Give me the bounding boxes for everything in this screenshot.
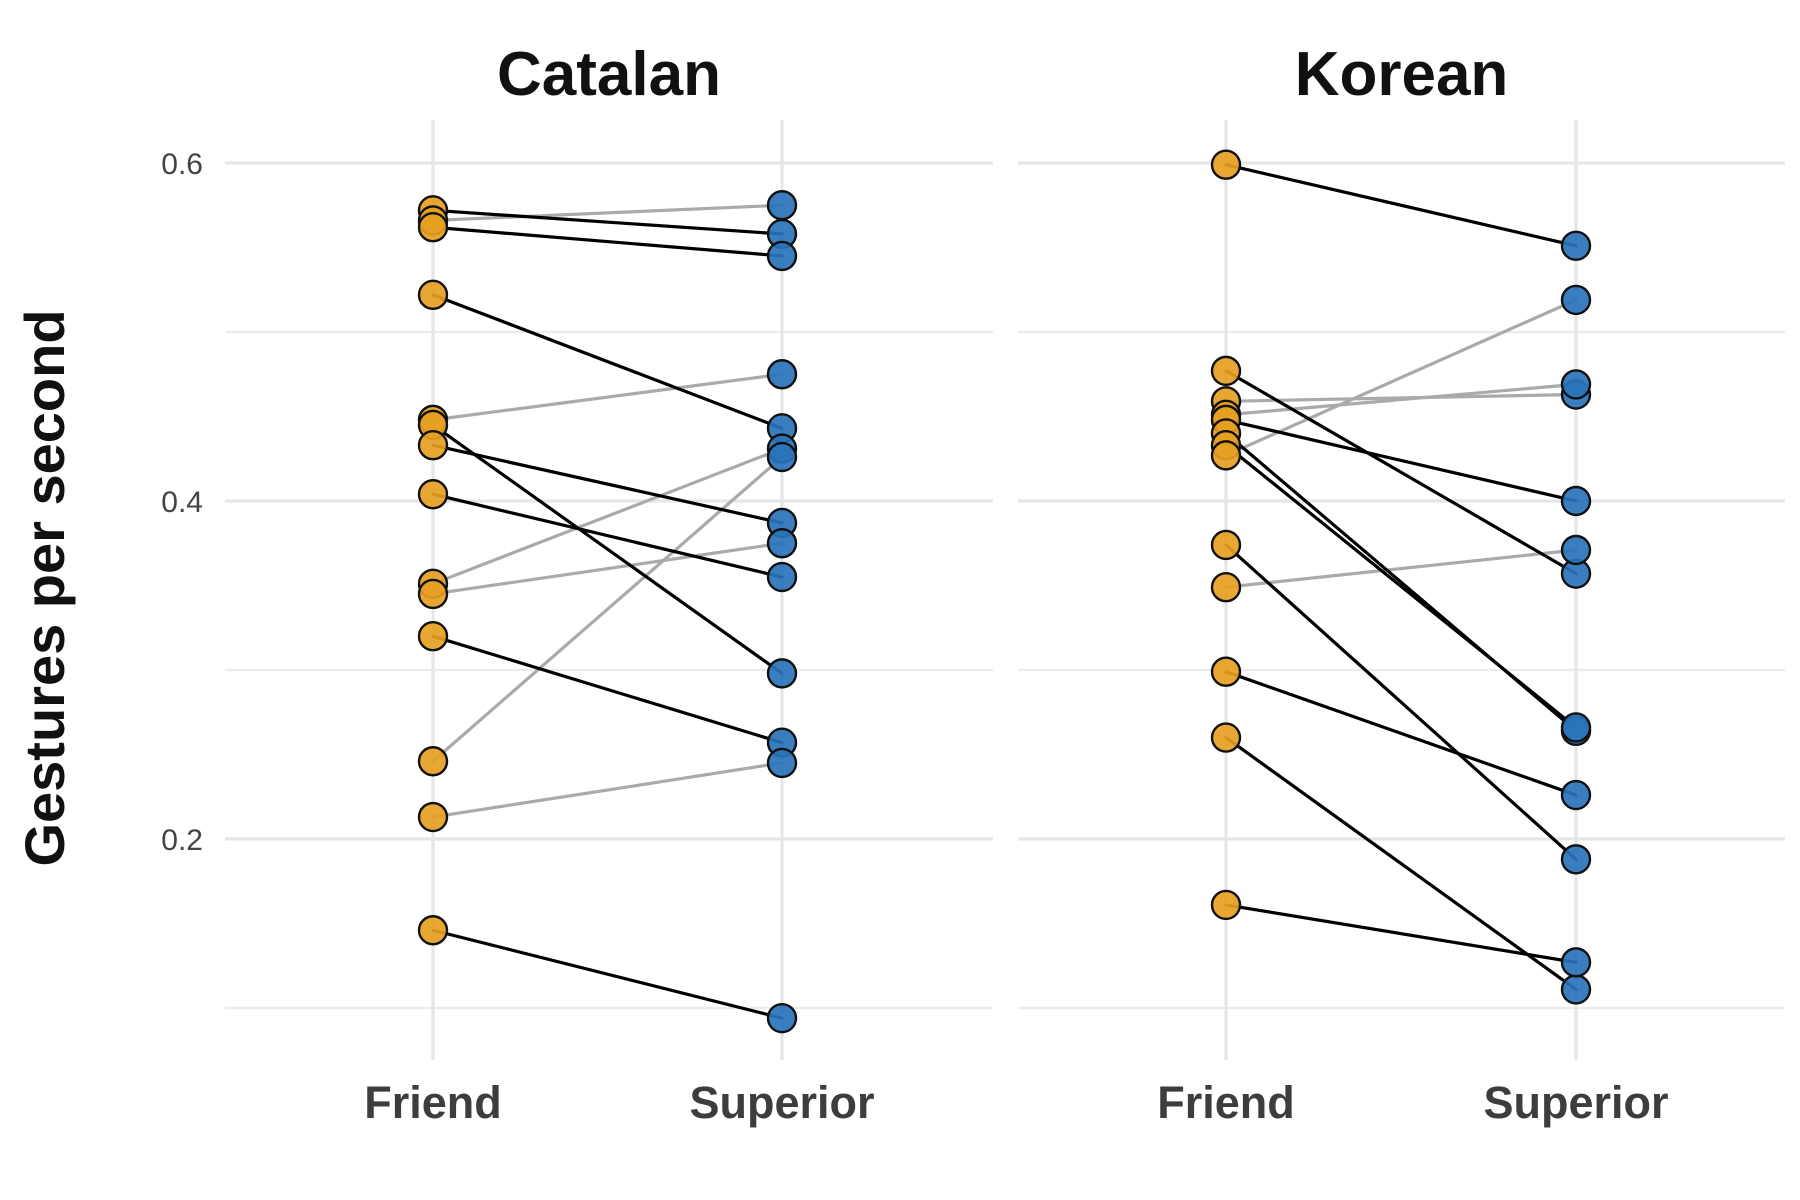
series-line-catalan-decrease (431, 443, 784, 525)
y-tick-label: 0.4 (161, 486, 203, 519)
point-friend-korean (1210, 529, 1242, 561)
point-superior-korean (1560, 230, 1592, 262)
series-line-catalan-decrease (431, 208, 784, 236)
point-friend-korean (1210, 722, 1242, 753)
point-superior-korean (1560, 534, 1592, 566)
point-superior-korean (1560, 947, 1592, 978)
panel-title-catalan: Catalan (497, 40, 721, 109)
series-line-catalan-decrease (431, 423, 784, 675)
point-friend-korean (1210, 571, 1242, 603)
series-line-catalan-decrease (431, 928, 784, 1020)
x-tick-label-korean-superior: Superior (1483, 1077, 1668, 1128)
y-tick-label: 0.6 (161, 148, 203, 181)
series-line-korean-increase (1224, 548, 1578, 589)
series-line-catalan-increase (431, 447, 784, 586)
point-friend-korean (1210, 656, 1242, 687)
series-line-korean-decrease (1224, 735, 1578, 992)
point-friend-korean (1210, 355, 1242, 387)
series-line-catalan-increase (431, 455, 784, 763)
y-axis-label: Gestures per second (13, 309, 76, 866)
text-layer: Catalan Friend Superior Korean Friend Superio… (161, 40, 1668, 1128)
point-superior-catalan (766, 561, 798, 593)
y-tick-label: 0.2 (161, 824, 203, 857)
series-line-catalan-decrease (431, 634, 784, 745)
point-superior-korean (1560, 485, 1592, 517)
point-superior-catalan (766, 658, 798, 689)
point-superior-catalan (766, 190, 798, 221)
series-line-korean-increase (1224, 392, 1578, 403)
point-friend-korean (1210, 889, 1242, 921)
series-line-korean-increase (1224, 382, 1578, 417)
series-line-catalan-increase (431, 372, 784, 422)
point-superior-catalan (766, 359, 798, 390)
point-superior-korean (1560, 844, 1592, 875)
point-friend-korean (1210, 149, 1242, 180)
panel-title-korean: Korean (1295, 40, 1509, 109)
point-superior-catalan (766, 240, 798, 272)
point-friend-catalan (417, 578, 449, 610)
point-layer (417, 149, 1592, 1034)
series-line-korean-decrease (1224, 418, 1578, 503)
line-layer (431, 163, 1578, 1020)
series-line-catalan-increase (431, 761, 784, 819)
point-friend-catalan (417, 430, 449, 461)
series-line-catalan-decrease (431, 492, 784, 579)
series-line-catalan-increase (431, 541, 784, 596)
series-line-korean-decrease (1224, 443, 1578, 730)
point-friend-catalan (417, 212, 449, 243)
point-superior-catalan (766, 528, 798, 559)
point-friend-catalan (417, 279, 449, 311)
point-friend-catalan (417, 915, 449, 946)
series-line-korean-decrease (1224, 670, 1578, 797)
series-line-catalan-decrease (431, 225, 784, 258)
point-friend-catalan (417, 801, 449, 833)
point-friend-catalan (417, 746, 449, 777)
point-superior-korean (1560, 779, 1592, 811)
grid-layer (225, 120, 1785, 1060)
point-superior-korean (1560, 369, 1592, 400)
series-line-korean-decrease (1224, 543, 1578, 861)
x-tick-label-korean-friend: Friend (1157, 1077, 1295, 1128)
series-line-korean-decrease (1224, 163, 1578, 248)
x-tick-label-catalan-friend: Friend (364, 1077, 502, 1128)
series-line-korean-decrease (1224, 903, 1578, 964)
point-friend-catalan (417, 479, 449, 510)
series-line-catalan-decrease (431, 293, 784, 430)
point-friend-korean (1210, 440, 1242, 471)
point-superior-catalan (766, 441, 798, 473)
series-line-catalan-increase (431, 203, 784, 223)
point-superior-korean (1560, 712, 1592, 743)
series-line-korean-decrease (1224, 369, 1578, 576)
series-line-korean-increase (1224, 298, 1578, 457)
point-friend-catalan (417, 621, 449, 652)
point-superior-korean (1560, 974, 1592, 1005)
point-superior-catalan (766, 1002, 798, 1034)
point-superior-catalan (766, 747, 798, 779)
point-superior-korean (1560, 284, 1592, 316)
x-tick-label-catalan-superior: Superior (689, 1077, 874, 1128)
